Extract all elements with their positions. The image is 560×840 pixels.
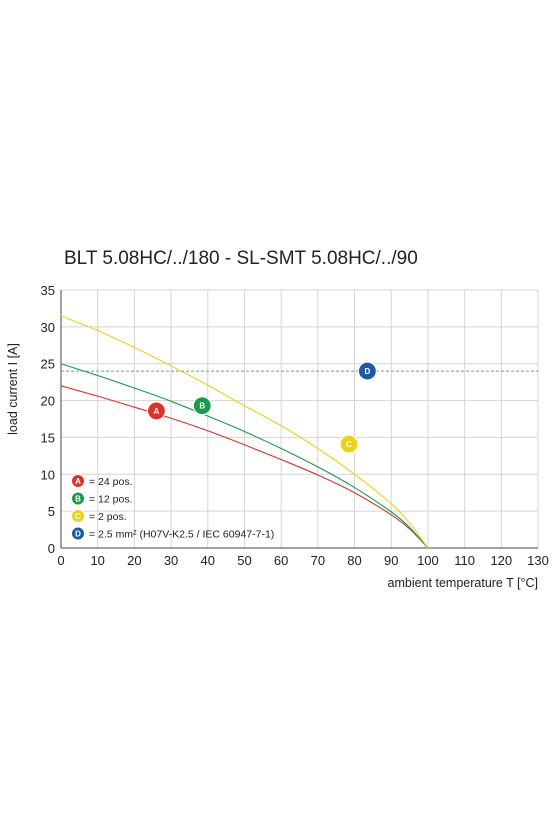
y-tick-label: 10 — [41, 467, 55, 482]
x-tick-label: 110 — [454, 553, 475, 568]
legend-badge — [71, 491, 85, 506]
x-tick-label: 20 — [127, 553, 141, 568]
legend-badge — [71, 509, 85, 523]
series-line-c — [60, 315, 429, 549]
legend-item-d: D = 2.5 mm² (H07V-K2.5 / IEC 60947-7-1) — [71, 526, 274, 541]
marker-badge — [192, 396, 212, 416]
marker-badge — [339, 434, 359, 454]
chart-title: BLT 5.08HC/../180 - SL-SMT 5.08HC/../90 — [64, 248, 418, 269]
series-marker-a: A — [146, 401, 166, 421]
legend-badge — [71, 474, 85, 488]
y-tick-label: 15 — [41, 430, 55, 445]
x-tick-label: 30 — [164, 553, 178, 568]
y-tick-label: 25 — [41, 357, 55, 372]
marker-letter: B — [199, 402, 205, 411]
grid — [60, 289, 539, 549]
legend-item-b: B = 12 pos. — [71, 491, 133, 506]
x-tick-label: 10 — [90, 553, 104, 568]
series-marker-d: D — [357, 361, 377, 381]
x-axis-label: ambient temperature T [°C] — [388, 576, 538, 590]
series-markers: A B C D — [146, 361, 377, 454]
marker-letter: A — [154, 407, 160, 416]
x-tick-label: 120 — [490, 553, 512, 568]
x-tick-label: 100 — [417, 553, 439, 568]
legend-letter: D — [75, 530, 81, 539]
y-tick-label: 20 — [41, 394, 55, 409]
marker-letter: C — [346, 440, 352, 449]
series-line-a — [60, 385, 429, 549]
series-marker-b: B — [192, 396, 212, 416]
x-tick-label: 70 — [311, 553, 325, 568]
legend-label: = 12 pos. — [89, 494, 133, 506]
legend-label: = 24 pos. — [89, 476, 133, 488]
legend-letter: C — [75, 512, 81, 521]
y-tick-label: 0 — [48, 541, 55, 556]
y-tick-label: 35 — [41, 283, 55, 298]
x-tick-label: 40 — [201, 553, 215, 568]
legend-item-c: C = 2 pos. — [71, 509, 127, 523]
series-marker-c: C — [339, 434, 359, 454]
y-tick-label: 30 — [41, 320, 55, 335]
y-tick-label: 5 — [48, 504, 55, 519]
legend-label: = 2.5 mm² (H07V-K2.5 / IEC 60947-7-1) — [89, 529, 274, 541]
legend-badge — [71, 526, 85, 541]
legend: A = 24 pos. B = 12 pos. C = 2 pos. D = 2.5 mm² … — [71, 474, 274, 541]
x-tick-label: 130 — [527, 553, 549, 568]
tick-labels: 0 10 20 30 40 50 60 70 80 90 100 110 120 130 0 5 10 15 20 2… — [41, 283, 549, 568]
series-lines — [60, 315, 538, 549]
legend-item-a: A = 24 pos. — [71, 474, 133, 488]
x-tick-label: 80 — [347, 553, 361, 568]
x-tick-label: 90 — [384, 553, 398, 568]
legend-label: = 2 pos. — [89, 511, 127, 523]
y-axis-label: load current I [A] — [6, 343, 20, 435]
x-tick-label: 0 — [57, 553, 64, 568]
x-tick-label: 60 — [274, 553, 288, 568]
x-tick-label: 50 — [237, 553, 251, 568]
marker-badge — [357, 361, 377, 381]
legend-letter: B — [75, 495, 81, 504]
legend-letter: A — [75, 477, 81, 486]
series-line-b — [60, 363, 429, 549]
marker-letter: D — [364, 367, 370, 376]
marker-badge — [146, 401, 166, 421]
